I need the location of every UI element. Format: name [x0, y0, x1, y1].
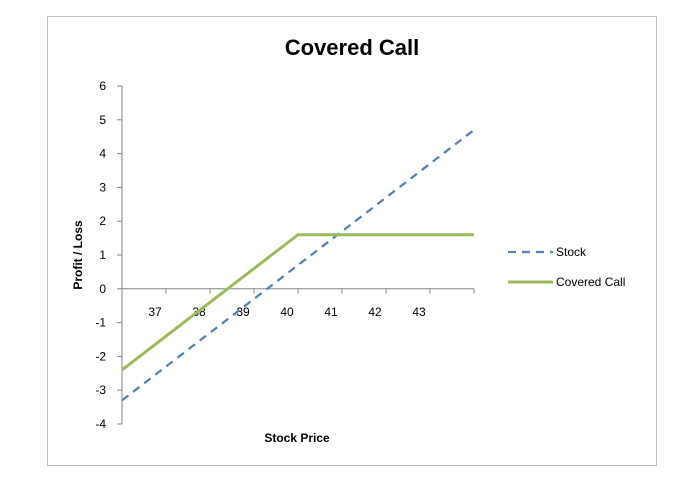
series-line-stock: [121, 129, 475, 402]
y-axis-label: Profit / Loss: [71, 220, 85, 290]
y-tick-label: -3: [95, 383, 106, 397]
x-axis-label: Stock Price: [264, 431, 330, 445]
x-axis: 37 38 39 40 41 42 43: [121, 288, 475, 319]
x-tick-label: 37: [148, 305, 162, 319]
chart-title: Covered Call: [285, 35, 420, 60]
y-tick-label: -2: [95, 349, 106, 363]
x-tick-label: 39: [236, 305, 250, 319]
series-line-covered-call: [121, 233, 474, 372]
legend-label: Covered Call: [556, 275, 625, 289]
x-tick-label: 41: [324, 305, 338, 319]
y-tick-label: 4: [99, 147, 106, 161]
y-tick-label: -4: [95, 417, 106, 431]
x-tick-label: 42: [368, 305, 382, 319]
y-tick-label: 5: [99, 113, 106, 127]
legend: Stock Covered Call: [508, 245, 625, 289]
x-tick-label: 40: [280, 305, 294, 319]
y-tick-label: 1: [99, 248, 106, 262]
y-axis: -4 -3 -2 -1 0 1 2 3 4 5 6: [95, 79, 123, 431]
chart-frame: [47, 16, 657, 466]
legend-label: Stock: [556, 245, 587, 259]
y-tick-label: 2: [99, 214, 106, 228]
y-tick-label: 0: [99, 282, 106, 296]
y-tick-label: 3: [99, 180, 106, 194]
y-tick-label: -1: [95, 316, 106, 330]
x-tick-label: 43: [412, 305, 426, 319]
y-tick-label: 6: [99, 79, 106, 93]
plot-series: [121, 129, 475, 402]
